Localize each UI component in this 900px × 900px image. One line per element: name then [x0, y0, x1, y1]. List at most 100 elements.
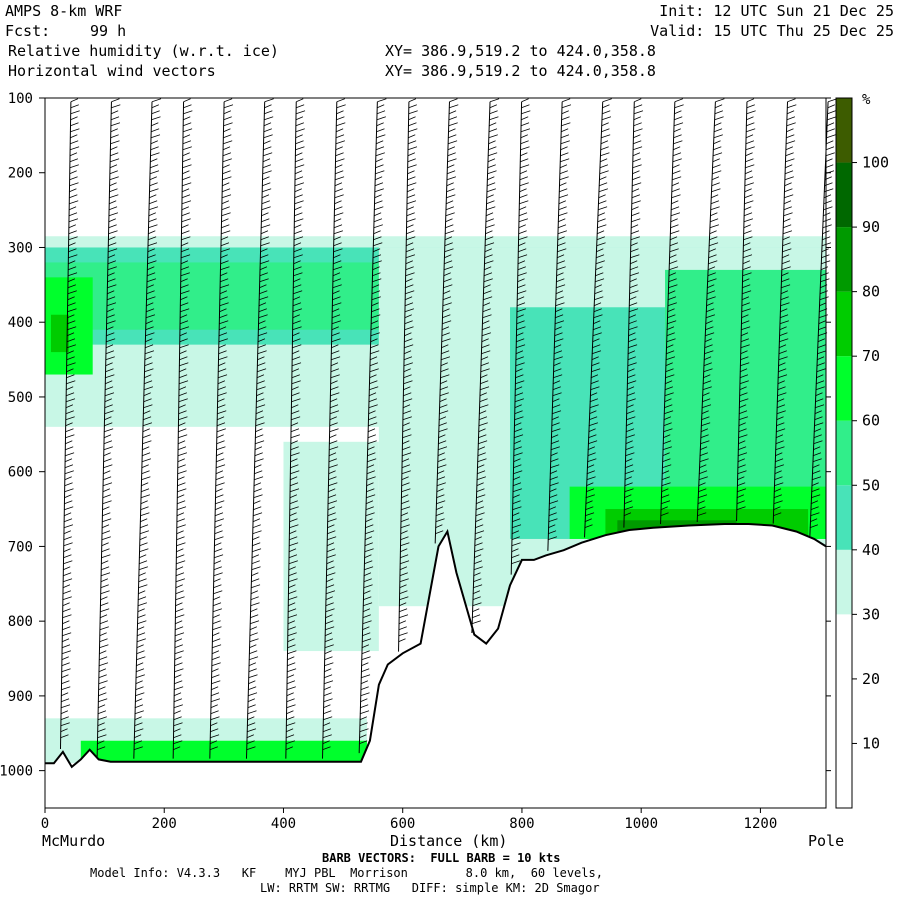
wind-barb-tick — [323, 674, 333, 679]
wind-barb-tick — [373, 212, 382, 217]
x-tick-label: 800 — [509, 816, 534, 832]
wind-barb-tick — [327, 518, 337, 523]
wind-barb-tick — [440, 350, 450, 355]
wind-barb-tick — [704, 344, 713, 349]
wind-barb-tick — [251, 572, 259, 577]
wind-barb-tick — [330, 356, 341, 361]
wind-barb-tick — [372, 266, 380, 271]
wind-barb-tick — [145, 314, 156, 319]
wind-barb-tick — [141, 470, 150, 475]
wind-barb-tick — [62, 602, 70, 607]
wind-barb-tick — [554, 320, 565, 325]
wind-barb-tick — [815, 392, 823, 397]
wind-barb-tick — [595, 254, 605, 259]
wind-barb-tick — [211, 656, 220, 661]
wind-barb-tick — [331, 350, 340, 355]
wind-barb-tick — [68, 242, 76, 247]
wind-barb-tick — [136, 632, 146, 637]
wind-barb-tick — [287, 662, 296, 667]
wind-barb-tick — [489, 104, 497, 109]
wind-barb-tick — [148, 206, 159, 211]
wind-barb-tick — [70, 134, 78, 139]
colorbar-tick-label: 10 — [862, 734, 880, 752]
wind-barb-tick — [325, 626, 335, 631]
wind-barb-tick — [484, 260, 494, 265]
wind-barb-tick — [398, 614, 409, 619]
wind-barb-tick — [480, 374, 488, 379]
wind-barb-tick — [323, 686, 331, 691]
wind-barb-shaft — [398, 101, 410, 652]
wind-barb-tick — [362, 608, 371, 613]
wind-barb-tick — [825, 164, 834, 169]
wind-barb-tick — [255, 428, 263, 433]
wind-barb-tick — [215, 494, 224, 499]
wind-barb-tick — [474, 542, 483, 547]
wind-barb-tick — [176, 512, 185, 517]
wind-barb-tick — [250, 596, 259, 601]
wind-barb-tick — [664, 404, 673, 409]
wind-barb-tick — [362, 632, 371, 637]
wind-barb-tick — [517, 260, 526, 265]
wind-barb-tick — [407, 152, 416, 157]
wind-barb-tick — [251, 554, 260, 559]
wind-barb-tick — [814, 416, 823, 421]
wind-barb-tick — [440, 374, 450, 379]
wind-barb-tick — [812, 464, 820, 469]
wind-barb-tick — [741, 296, 750, 301]
wind-barb-tick — [626, 410, 635, 415]
wind-barb-tick — [630, 254, 640, 259]
wind-barb-tick — [558, 218, 566, 223]
wind-barb-tick — [516, 320, 525, 325]
wind-barb-tick — [287, 626, 296, 631]
wind-barb-tick — [557, 224, 567, 229]
wind-barb-tick — [70, 128, 80, 133]
wind-barb-tick — [823, 212, 831, 217]
wind-barb-tick — [403, 380, 413, 385]
wind-barb-tick — [476, 470, 486, 475]
wind-barb-tick — [811, 494, 821, 499]
wind-barb-tick — [60, 710, 69, 715]
colorbar-bin — [836, 227, 852, 292]
wind-barb-tick — [327, 506, 335, 511]
wind-barb-tick — [365, 512, 375, 517]
wind-barb-tick — [738, 410, 748, 415]
wind-barb-tick — [144, 362, 153, 367]
wind-barb-tick — [62, 590, 71, 595]
wind-barb-tick — [602, 110, 611, 115]
wind-barb-tick — [137, 614, 146, 619]
wind-barb-tick — [370, 338, 378, 343]
wind-barb-tick — [247, 692, 258, 697]
wind-barb-tick — [590, 392, 598, 397]
wind-barb-tick — [742, 284, 751, 289]
wind-barb-tick — [407, 188, 415, 193]
wind-barb-column — [736, 98, 756, 522]
wind-barb-tick — [630, 230, 640, 235]
wind-barb-tick — [105, 344, 114, 349]
wind-barb-tick — [60, 704, 71, 709]
wind-barb-tick — [819, 290, 829, 295]
wind-barb-tick — [706, 296, 716, 301]
wind-barb-tick — [705, 314, 716, 319]
wind-barb-tick — [519, 176, 528, 181]
wind-barb-tick — [332, 272, 341, 277]
wind-barb-tick — [211, 680, 221, 685]
wind-barb-tick — [632, 158, 641, 163]
wind-barb-tick — [702, 392, 710, 397]
wind-barb-tick — [333, 236, 341, 241]
wind-barb-tick — [666, 326, 675, 331]
wind-barb-tick — [213, 566, 222, 571]
colorbar-tick-label: 40 — [862, 541, 880, 559]
wind-barb-tick — [519, 194, 528, 199]
wind-barb-tick — [70, 140, 79, 145]
wind-barb-tick — [712, 164, 721, 169]
wind-barb-tick — [446, 170, 456, 175]
wind-barb-tick — [819, 302, 827, 307]
wind-barb-tick — [476, 488, 485, 493]
wind-barb-tick — [668, 278, 677, 283]
wind-barb-tick — [101, 524, 110, 529]
wind-barb-tick — [475, 500, 484, 505]
wind-barb-tick — [174, 662, 183, 667]
wind-barb-tick — [183, 104, 192, 109]
wind-barb-tick — [173, 710, 181, 715]
wind-barb-tick — [488, 140, 496, 145]
